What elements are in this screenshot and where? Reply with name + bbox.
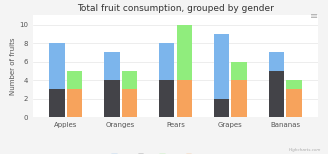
- Bar: [176, 80, 192, 117]
- Text: ≡: ≡: [310, 11, 318, 21]
- Bar: [232, 62, 247, 80]
- Bar: [49, 89, 65, 117]
- Bar: [286, 80, 302, 89]
- Bar: [122, 89, 137, 117]
- Bar: [269, 52, 284, 71]
- Title: Total fruit consumption, grouped by gender: Total fruit consumption, grouped by gend…: [77, 4, 274, 13]
- Text: Highcharts.com: Highcharts.com: [289, 148, 321, 152]
- Bar: [67, 89, 82, 117]
- Bar: [122, 71, 137, 89]
- Bar: [49, 43, 65, 89]
- Bar: [232, 80, 247, 117]
- Bar: [159, 80, 174, 117]
- Bar: [214, 34, 229, 99]
- Bar: [176, 25, 192, 80]
- Bar: [104, 80, 119, 117]
- Bar: [214, 99, 229, 117]
- Legend: John, Joe, Jane, Janet: John, Joe, Jane, Janet: [109, 151, 214, 154]
- Bar: [104, 52, 119, 80]
- Bar: [67, 71, 82, 89]
- Bar: [269, 71, 284, 117]
- Bar: [159, 43, 174, 80]
- Y-axis label: Number of fruits: Number of fruits: [10, 37, 16, 95]
- Bar: [286, 89, 302, 117]
